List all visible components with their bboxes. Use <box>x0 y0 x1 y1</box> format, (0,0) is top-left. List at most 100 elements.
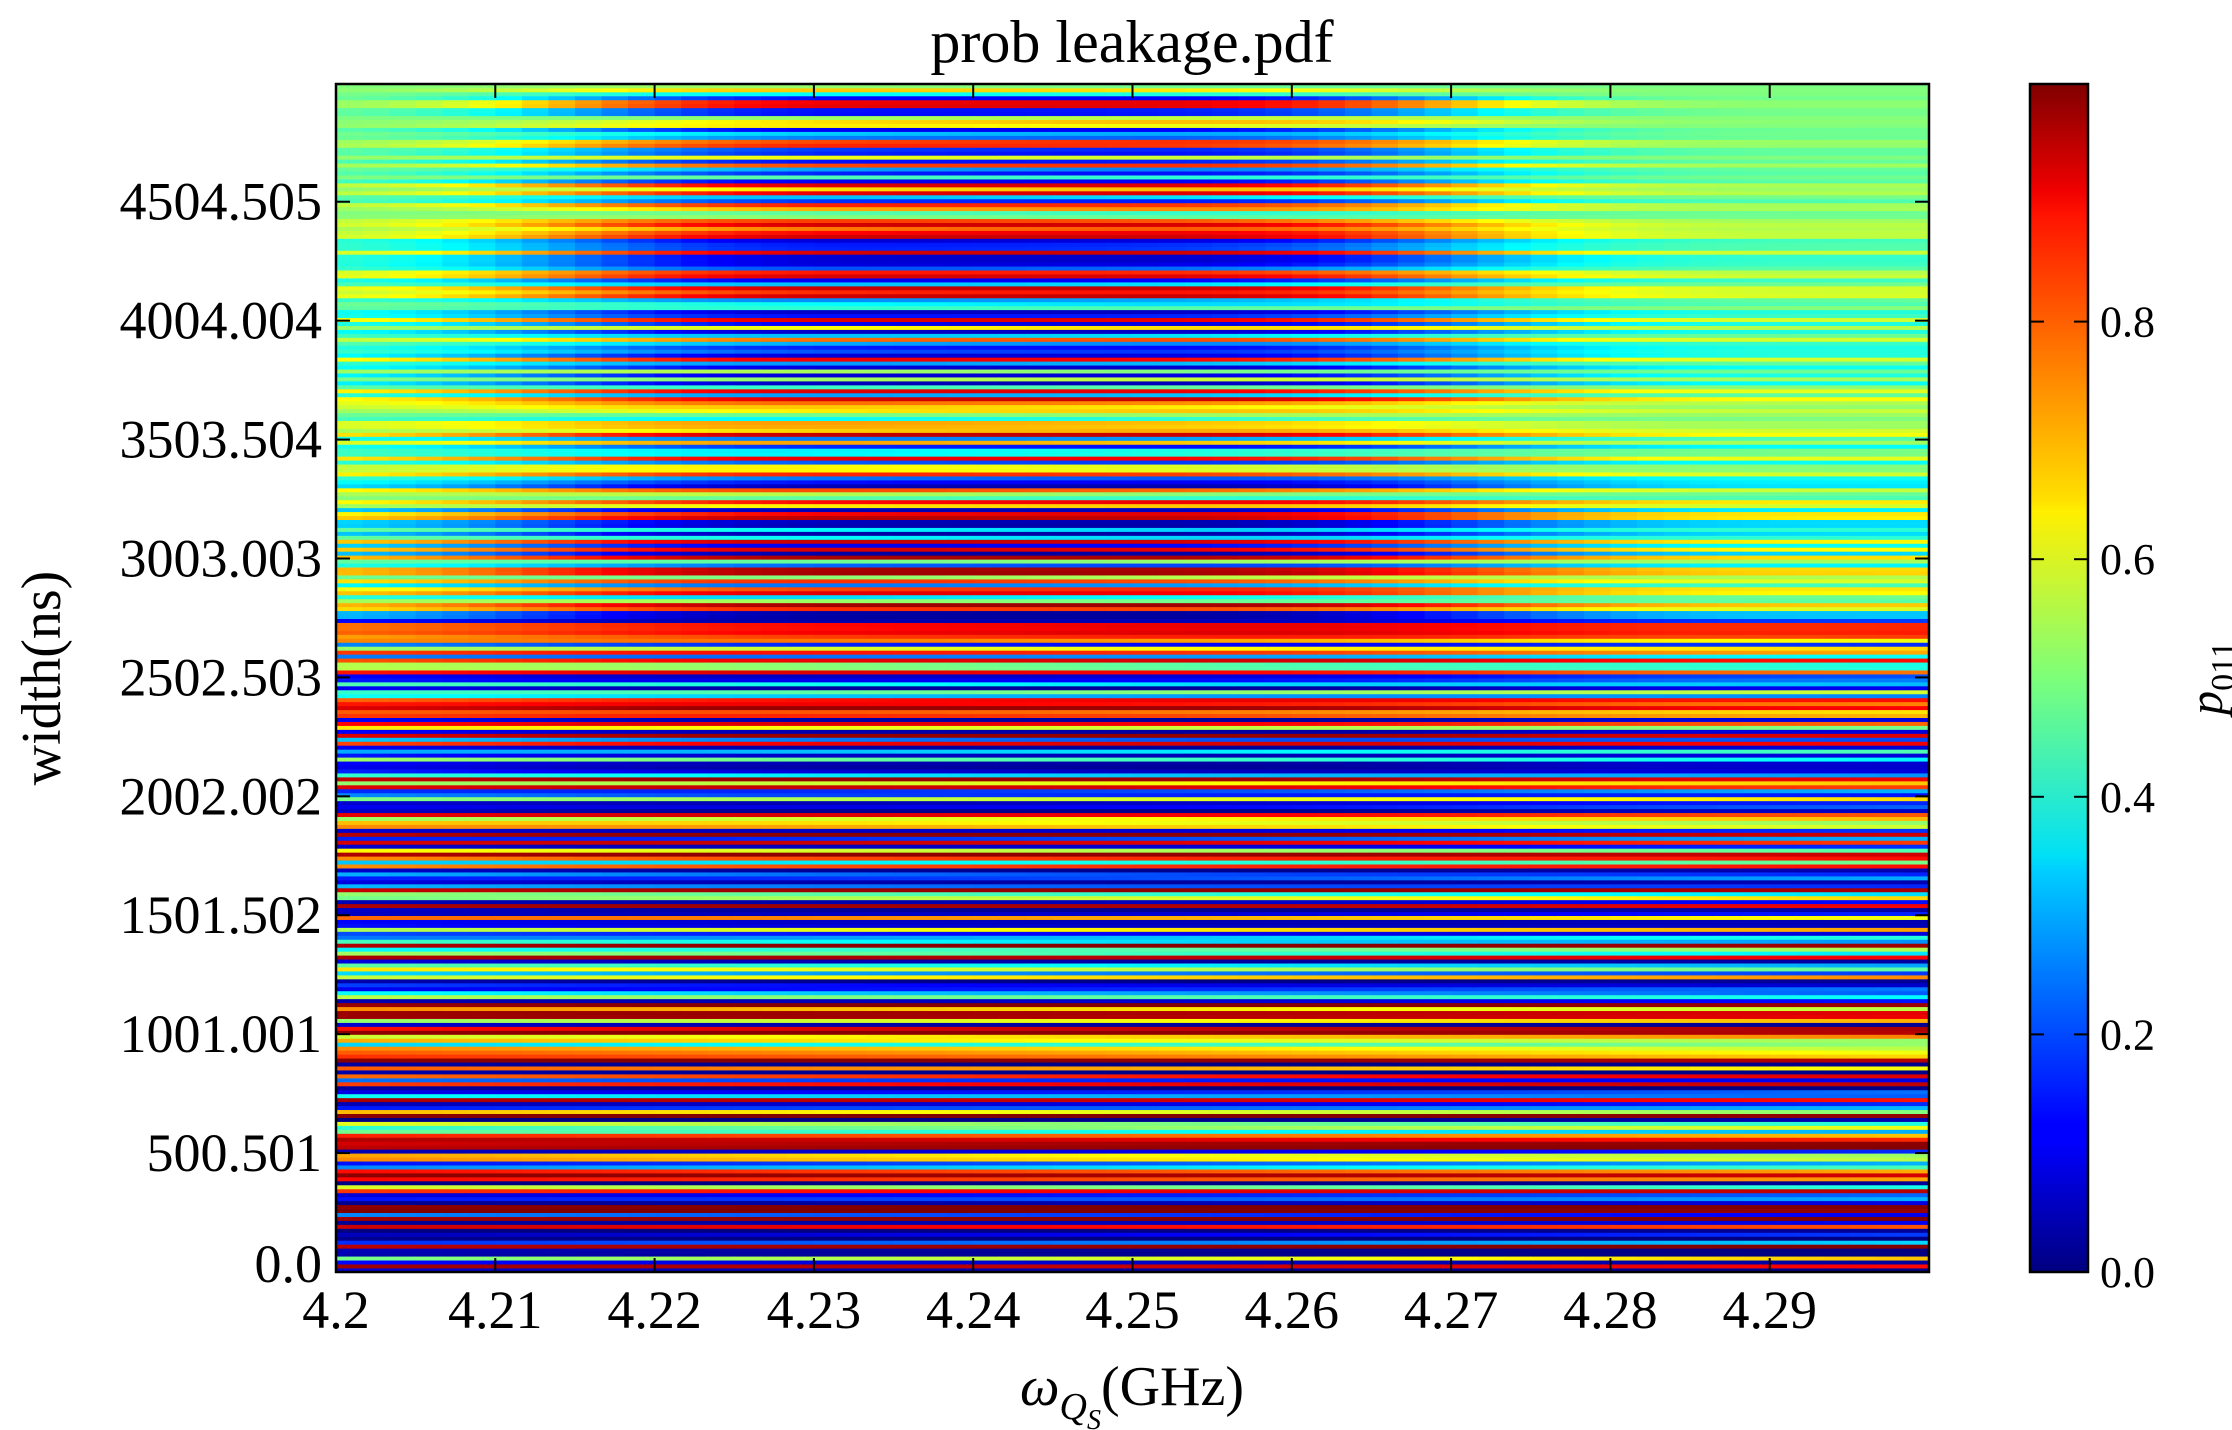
heatmap-cell <box>416 650 443 654</box>
heatmap-cell <box>363 440 390 444</box>
heatmap-cell <box>734 805 761 809</box>
heatmap-cell <box>575 421 602 425</box>
heatmap-cell <box>681 333 708 337</box>
heatmap-cell <box>708 425 735 429</box>
heatmap-cell <box>469 694 496 698</box>
heatmap-cell <box>681 971 708 975</box>
heatmap-cell <box>548 575 575 579</box>
heatmap-cell <box>363 1086 390 1090</box>
heatmap-cell <box>495 856 522 860</box>
heatmap-cell <box>761 924 788 928</box>
heatmap-cell <box>681 448 708 452</box>
heatmap-cell <box>495 314 522 318</box>
heatmap-cell <box>628 1030 655 1034</box>
heatmap-cell <box>469 821 496 825</box>
heatmap-cell <box>363 935 390 939</box>
heatmap-cell <box>336 844 363 848</box>
heatmap-cell <box>363 128 390 132</box>
heatmap-cell <box>495 1213 522 1217</box>
heatmap-cell <box>734 575 761 579</box>
heatmap-cell <box>655 504 682 508</box>
heatmap-cell <box>548 302 575 306</box>
heatmap-cell <box>548 112 575 116</box>
heatmap-cell <box>442 975 469 979</box>
heatmap-cell <box>761 773 788 777</box>
heatmap-cell <box>628 1066 655 1070</box>
heatmap-cell <box>734 876 761 880</box>
heatmap-cell <box>336 389 363 393</box>
heatmap-cell <box>389 959 416 963</box>
heatmap-cell <box>708 1256 735 1260</box>
heatmap-cell <box>442 769 469 773</box>
heatmap-cell <box>389 238 416 242</box>
heatmap-cell <box>708 634 735 638</box>
heatmap-cell <box>495 821 522 825</box>
heatmap-cell <box>336 1058 363 1062</box>
heatmap-cell <box>522 832 549 836</box>
heatmap-cell <box>522 460 549 464</box>
heatmap-cell <box>389 1082 416 1086</box>
heatmap-cell <box>548 714 575 718</box>
heatmap-cell <box>336 258 363 262</box>
heatmap-cell <box>389 943 416 947</box>
heatmap-cell <box>469 124 496 128</box>
heatmap-cell <box>681 714 708 718</box>
heatmap-cell <box>708 1153 735 1157</box>
heatmap-cell <box>575 1062 602 1066</box>
heatmap-cell <box>548 718 575 722</box>
heatmap-cell <box>548 266 575 270</box>
heatmap-cell <box>655 722 682 726</box>
heatmap-cell <box>389 809 416 813</box>
heatmap-cell <box>708 480 735 484</box>
heatmap-cell <box>389 191 416 195</box>
heatmap-cell <box>442 429 469 433</box>
heatmap-cell <box>655 1090 682 1094</box>
heatmap-cell <box>469 710 496 714</box>
heatmap-cell <box>734 1193 761 1197</box>
heatmap-cell <box>708 983 735 987</box>
heatmap-cell <box>655 167 682 171</box>
heatmap-cell <box>655 908 682 912</box>
heatmap-cell <box>442 761 469 765</box>
heatmap-cell <box>575 884 602 888</box>
heatmap-cell <box>522 512 549 516</box>
heatmap-cell <box>708 722 735 726</box>
heatmap-cell <box>416 516 443 520</box>
heatmap-cell <box>363 1129 390 1133</box>
heatmap-cell <box>363 924 390 928</box>
heatmap-cell <box>522 254 549 258</box>
heatmap-cell <box>708 987 735 991</box>
heatmap-cell <box>442 563 469 567</box>
heatmap-cell <box>734 1050 761 1054</box>
heatmap-cell <box>708 139 735 143</box>
heatmap-cell <box>734 718 761 722</box>
heatmap-cell <box>416 1193 443 1197</box>
heatmap-cell <box>708 1260 735 1264</box>
heatmap-cell <box>575 1240 602 1244</box>
heatmap-cell <box>469 512 496 516</box>
heatmap-cell <box>416 1209 443 1213</box>
heatmap-cell <box>575 132 602 136</box>
heatmap-cell <box>442 104 469 108</box>
heatmap-cell <box>363 737 390 741</box>
heatmap-cell <box>389 333 416 337</box>
heatmap-cell <box>708 615 735 619</box>
heatmap-cell <box>602 488 629 492</box>
heatmap-cell <box>681 995 708 999</box>
heatmap-cell <box>363 96 390 100</box>
heatmap-cell <box>389 322 416 326</box>
heatmap-cell <box>548 1102 575 1106</box>
heatmap-cell <box>442 1074 469 1078</box>
heatmap-cell <box>495 931 522 935</box>
heatmap-cell <box>389 1244 416 1248</box>
heatmap-cell <box>495 896 522 900</box>
heatmap-cell <box>522 896 549 900</box>
heatmap-cell <box>495 1161 522 1165</box>
heatmap-cell <box>469 551 496 555</box>
heatmap-cell <box>522 801 549 805</box>
heatmap-cell <box>602 1118 629 1122</box>
heatmap-cell <box>548 706 575 710</box>
heatmap-cell <box>602 686 629 690</box>
heatmap-cell <box>469 1026 496 1030</box>
heatmap-cell <box>628 793 655 797</box>
